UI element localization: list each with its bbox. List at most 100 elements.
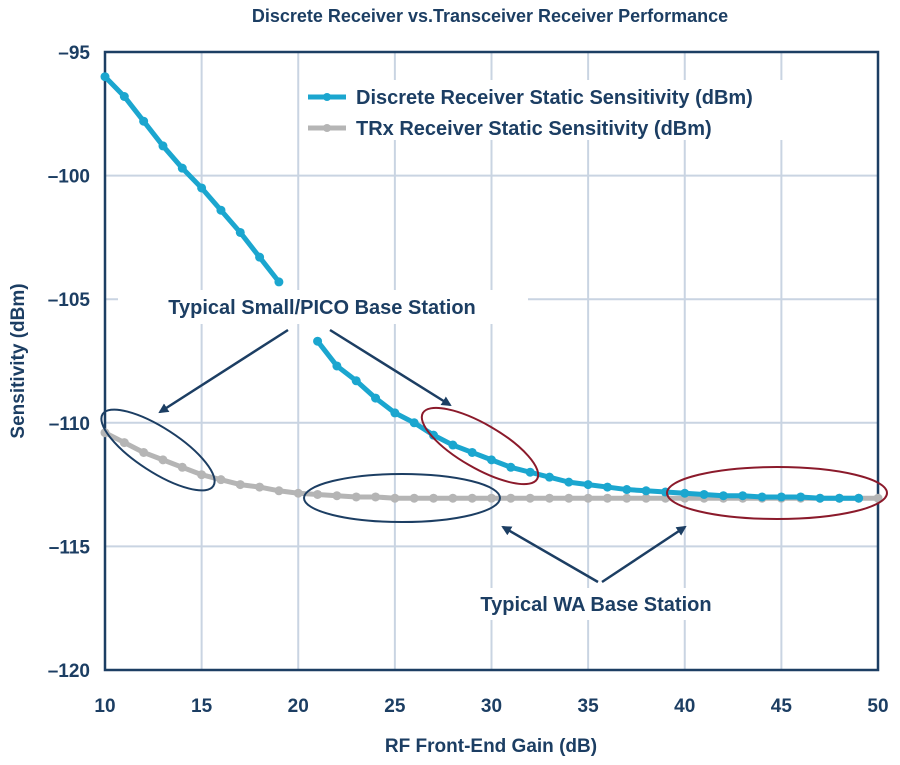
- series-0: [100, 72, 864, 503]
- y-tick-label: –100: [48, 167, 90, 188]
- data-point: [680, 488, 690, 498]
- data-point: [525, 493, 535, 503]
- arrow-icon: [601, 525, 687, 584]
- data-point: [487, 455, 496, 465]
- data-point: [177, 163, 187, 173]
- annotation-label-bg: [438, 588, 754, 620]
- y-tick-label: –110: [49, 414, 90, 435]
- grid: [104, 51, 879, 671]
- data-point: [757, 492, 767, 502]
- highlight-ellipse-wa-discrete: [666, 466, 888, 520]
- data-point: [158, 455, 168, 465]
- data-point: [448, 440, 458, 450]
- highlight-ellipse-pico-trx: [100, 408, 216, 492]
- x-tick-label: 10: [94, 696, 115, 717]
- data-point: [119, 91, 129, 101]
- x-tick-label: 20: [288, 696, 309, 717]
- data-point: [409, 493, 419, 503]
- data-point: [235, 227, 245, 237]
- data-point: [293, 488, 303, 498]
- arrow-icon: [158, 328, 289, 414]
- y-tick-label: –115: [49, 537, 91, 558]
- data-point: [602, 482, 612, 492]
- legend: Discrete Receiver Static Sensitivity (dB…: [300, 80, 870, 140]
- data-point: [622, 485, 632, 495]
- data-point: [544, 472, 554, 482]
- data-point: [351, 492, 361, 502]
- data-point: [873, 493, 883, 503]
- highlight-ellipse-wa-trx: [303, 473, 501, 523]
- x-tick-label: 50: [867, 696, 888, 717]
- data-point: [177, 462, 187, 472]
- data-point: [274, 277, 284, 287]
- data-point: [738, 491, 748, 501]
- y-tick-label: –105: [48, 290, 91, 311]
- data-point: [834, 493, 844, 503]
- data-point: [525, 467, 535, 477]
- data-point: [448, 493, 458, 503]
- data-point: [641, 493, 651, 503]
- x-tick-label: 35: [578, 696, 600, 717]
- data-point: [429, 430, 439, 440]
- x-axis-label: RF Front-End Gain (dB): [385, 736, 597, 757]
- data-point: [390, 493, 400, 503]
- data-point: [139, 447, 149, 457]
- data-point: [854, 493, 864, 503]
- data-point: [332, 491, 342, 501]
- data-point: [564, 477, 574, 487]
- data-point: [197, 183, 207, 193]
- x-tick-label: 40: [674, 696, 695, 717]
- data-point: [409, 418, 419, 428]
- data-point: [216, 205, 226, 215]
- data-point: [718, 491, 728, 501]
- arrow-icon: [501, 525, 599, 584]
- data-point: [506, 493, 516, 503]
- highlight-ellipse-pico-discrete: [420, 406, 540, 486]
- data-point: [622, 493, 632, 503]
- arrow-icon: [329, 328, 452, 407]
- data-point: [100, 72, 110, 82]
- data-point: [641, 486, 651, 496]
- data-point: [158, 141, 168, 151]
- x-tick-label: 25: [384, 696, 406, 717]
- annotation-label-bg: [118, 290, 528, 324]
- data-point: [255, 482, 265, 492]
- data-point: [544, 493, 554, 503]
- series-line: [103, 74, 281, 284]
- y-axis-label: Sensitivity (dBm): [8, 283, 29, 438]
- data-point: [429, 493, 439, 503]
- annotation-arrows: [158, 328, 687, 584]
- data-point: [602, 493, 612, 503]
- data-point: [776, 492, 786, 502]
- chart-title: Discrete Receiver vs.Transceiver Receive…: [252, 6, 728, 26]
- x-tick-label: 45: [771, 696, 793, 717]
- data-point: [564, 493, 574, 503]
- data-point: [371, 492, 381, 502]
- data-point: [235, 480, 245, 490]
- annotations: [100, 406, 888, 523]
- plot-border: [103, 50, 880, 672]
- data-point: [467, 493, 477, 503]
- data-point: [313, 336, 323, 346]
- data-point: [255, 252, 265, 262]
- data-point: [390, 408, 400, 418]
- legend-label-trx: TRx Receiver Static Sensitivity (dBm): [356, 118, 712, 140]
- data-point: [332, 361, 342, 371]
- data-point: [506, 462, 516, 472]
- data-point: [351, 376, 361, 386]
- legend-label-discrete: Discrete Receiver Static Sensitivity (dB…: [356, 87, 753, 109]
- data-point: [371, 393, 381, 403]
- data-point: [197, 470, 207, 480]
- data-point: [467, 447, 477, 457]
- data-point: [274, 486, 284, 496]
- tick-labels: 10 15 20 25 30 35 40 45 50 –95 –100 –105 –110 –115 –12…: [48, 43, 889, 717]
- data-point: [699, 489, 709, 499]
- data-point: [815, 493, 825, 503]
- data-point: [313, 489, 323, 499]
- annotation-pico: Typical Small/PICO Base Station: [168, 297, 476, 319]
- data-point: [119, 438, 129, 448]
- x-tick-label: 30: [481, 696, 502, 717]
- data-point: [796, 492, 806, 502]
- data-point: [487, 493, 496, 503]
